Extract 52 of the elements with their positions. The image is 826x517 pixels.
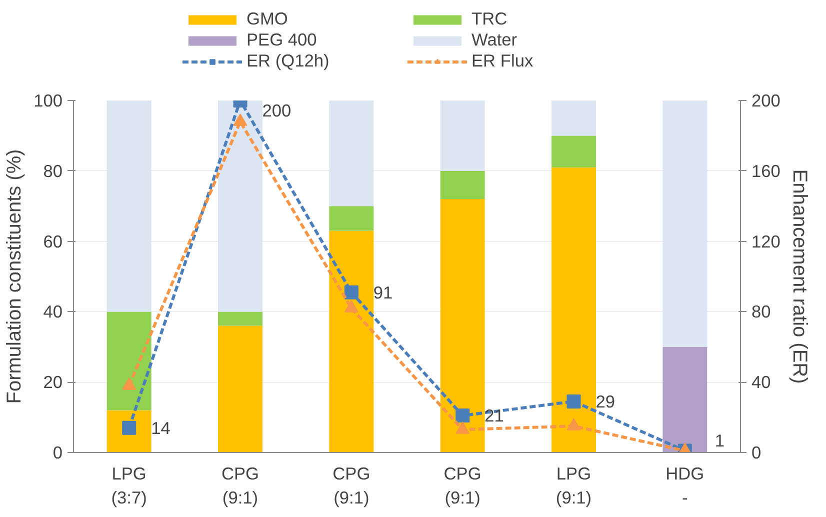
- y-tick-label: 80: [43, 160, 63, 181]
- y-tick-label: 20: [43, 372, 63, 392]
- legend-label: TRC: [472, 8, 508, 30]
- data-label: 91: [373, 282, 393, 302]
- y2-axis-title: Enhancement ratio (ER): [788, 169, 810, 384]
- x-tick-label: CPG (9:1): [332, 464, 370, 508]
- bar: [329, 206, 374, 231]
- x-tick-label: CPG (9:1): [444, 464, 482, 508]
- y-tick-label: 100: [34, 90, 63, 110]
- y-axis-title: Formulation constituents (%): [4, 149, 26, 404]
- data-label: 29: [596, 391, 616, 412]
- data-label: 200: [262, 100, 292, 120]
- bar: [329, 100, 374, 206]
- bar: [662, 100, 708, 347]
- x-tick-label: LPG (3:7): [111, 464, 147, 508]
- point: [456, 422, 470, 434]
- point: [566, 394, 581, 408]
- bar: [552, 167, 596, 452]
- bar: [552, 100, 596, 136]
- y2-tick-label: 80: [752, 302, 771, 322]
- legend-label: ER Flux: [472, 50, 534, 72]
- data-label: 14: [151, 418, 171, 438]
- point: [122, 378, 136, 390]
- x-tick-label: HDG -: [666, 464, 704, 508]
- y2-tick-label: 40: [752, 372, 771, 392]
- bar: [218, 312, 262, 326]
- bar: [440, 100, 485, 171]
- legend-label: Water: [472, 30, 518, 50]
- legend-label: GMO: [246, 8, 289, 30]
- y2-tick-label: 200: [752, 90, 780, 110]
- bar: [106, 100, 152, 312]
- legend-label: PEG 400: [246, 30, 318, 50]
- y2-tick-label: 0: [752, 442, 762, 462]
- y2-tick-label: 160: [752, 160, 780, 181]
- x-tick-label: CPG (9:1): [221, 464, 260, 508]
- bar: [218, 100, 262, 312]
- bar: [440, 199, 485, 452]
- y2-tick-label: 120: [752, 231, 780, 252]
- bar: [106, 312, 152, 410]
- point: [566, 418, 581, 430]
- y-tick-label: 0: [52, 442, 63, 462]
- bar: [552, 136, 596, 168]
- bar: [218, 326, 262, 452]
- bar: [662, 346, 708, 452]
- point: [344, 285, 358, 300]
- data-label: 1: [714, 430, 725, 451]
- x-tick-label: LPG (9:1): [556, 464, 592, 508]
- bar: [329, 230, 374, 452]
- bar: [440, 170, 485, 200]
- y-tick-label: 60: [43, 231, 63, 252]
- legend-label: ER (Q12h): [246, 50, 330, 72]
- y-tick-label: 40: [43, 302, 63, 322]
